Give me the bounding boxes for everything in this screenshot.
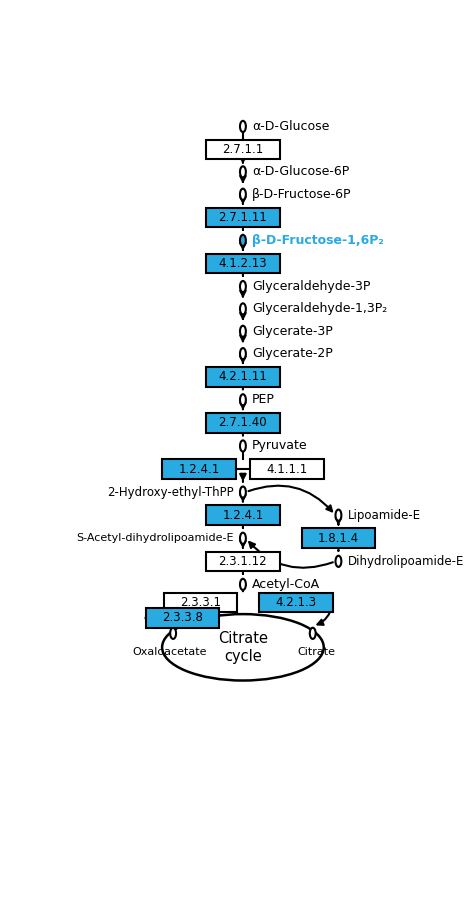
Circle shape [240,533,246,544]
FancyBboxPatch shape [206,253,280,273]
Circle shape [240,440,246,451]
Text: 1.2.4.1: 1.2.4.1 [222,508,264,522]
Text: PEP: PEP [252,393,275,406]
Text: 1.2.4.1: 1.2.4.1 [178,462,219,476]
Text: α-D-Glucose: α-D-Glucose [252,120,329,133]
Circle shape [240,189,246,200]
Circle shape [336,556,341,567]
Text: 2.3.3.8: 2.3.3.8 [162,611,203,625]
FancyBboxPatch shape [301,528,375,548]
Text: β-D-Fructose-6P: β-D-Fructose-6P [252,188,352,201]
FancyBboxPatch shape [250,459,324,479]
FancyBboxPatch shape [206,413,280,433]
FancyBboxPatch shape [206,551,280,571]
Text: 4.2.1.3: 4.2.1.3 [275,596,317,609]
Text: Glyceraldehyde-1,3P₂: Glyceraldehyde-1,3P₂ [252,302,387,315]
Circle shape [240,121,246,132]
Text: Oxaloacetate: Oxaloacetate [132,647,207,657]
Circle shape [240,578,246,590]
Circle shape [310,627,316,639]
Text: 2.7.1.1: 2.7.1.1 [222,143,264,156]
Circle shape [240,281,246,292]
Text: Acetyl-CoA: Acetyl-CoA [252,577,320,591]
Text: Citrate
cycle: Citrate cycle [218,631,268,664]
FancyBboxPatch shape [259,593,333,612]
FancyBboxPatch shape [206,506,280,525]
Circle shape [336,509,341,521]
Text: S-Acetyl-dihydrolipoamide-E: S-Acetyl-dihydrolipoamide-E [76,533,234,543]
Circle shape [240,394,246,405]
Text: Glycerate-2P: Glycerate-2P [252,347,333,360]
Text: Lipoamide-E: Lipoamide-E [347,508,421,522]
Text: 2-Hydroxy-ethyl-ThPP: 2-Hydroxy-ethyl-ThPP [107,486,234,498]
Text: Citrate: Citrate [297,647,336,657]
Text: 4.1.1.1: 4.1.1.1 [266,462,308,476]
Text: 4.2.1.11: 4.2.1.11 [219,370,267,383]
Text: 4.1.2.13: 4.1.2.13 [219,257,267,270]
Text: Pyruvate: Pyruvate [252,439,308,452]
Circle shape [240,326,246,337]
Text: Glycerate-3P: Glycerate-3P [252,325,333,338]
Text: 2.7.1.11: 2.7.1.11 [219,211,267,224]
FancyBboxPatch shape [206,367,280,387]
FancyBboxPatch shape [164,593,237,612]
Text: Dihydrolipoamide-E: Dihydrolipoamide-E [347,555,464,568]
Text: 2.3.3.1: 2.3.3.1 [180,596,221,609]
FancyBboxPatch shape [162,459,236,479]
Text: β-D-Fructose-1,6P₂: β-D-Fructose-1,6P₂ [252,234,384,247]
Text: 2.7.1.40: 2.7.1.40 [219,417,267,429]
Text: 1.8.1.4: 1.8.1.4 [318,532,359,545]
Circle shape [240,166,246,177]
Circle shape [170,627,176,639]
FancyBboxPatch shape [206,140,280,159]
Circle shape [240,487,246,498]
Text: 2.3.1.12: 2.3.1.12 [219,555,267,568]
FancyBboxPatch shape [206,208,280,227]
Text: Glyceraldehyde-3P: Glyceraldehyde-3P [252,280,371,293]
Circle shape [240,348,246,360]
Text: α-D-Glucose-6P: α-D-Glucose-6P [252,165,349,178]
Circle shape [240,303,246,314]
FancyBboxPatch shape [146,608,219,627]
Circle shape [240,235,246,246]
